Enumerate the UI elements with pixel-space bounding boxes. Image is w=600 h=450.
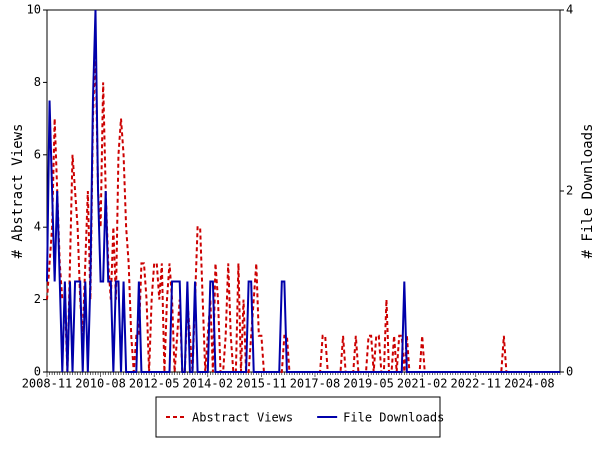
x-tick-label: 2021-02: [397, 377, 448, 391]
x-tick-label: 2012-05: [129, 377, 180, 391]
y-tick-label: 4: [34, 220, 41, 234]
y-tick-label: 10: [27, 3, 41, 17]
legend-label: Abstract Views: [192, 411, 293, 425]
x-tick-label: 2022-11: [450, 377, 501, 391]
x-tick-label: 2019-05: [343, 377, 394, 391]
y-tick-label: 8: [34, 75, 41, 89]
y2-axis-title: # File Downloads: [580, 124, 596, 259]
x-tick-label: 2024-08: [504, 377, 555, 391]
x-tick-label: 2017-08: [290, 377, 341, 391]
x-tick-label: 2015-11: [236, 377, 287, 391]
y-tick-label: 2: [34, 292, 41, 306]
x-tick-label: 2010-08: [75, 377, 126, 391]
y-tick-label: 0: [34, 365, 41, 379]
legend-box: [155, 396, 441, 438]
y-axis-title: # Abstract Views: [10, 124, 26, 259]
series-line: [46, 9, 560, 373]
x-tick-label: 2008-11: [22, 377, 73, 391]
x-tick-label: 2014-02: [183, 377, 234, 391]
y2-tick-label: 4: [566, 3, 573, 17]
y-tick-label: 6: [34, 147, 41, 161]
legend-label: File Downloads: [343, 411, 444, 425]
y2-tick-label: 0: [566, 365, 573, 379]
y2-tick-label: 2: [566, 184, 573, 198]
